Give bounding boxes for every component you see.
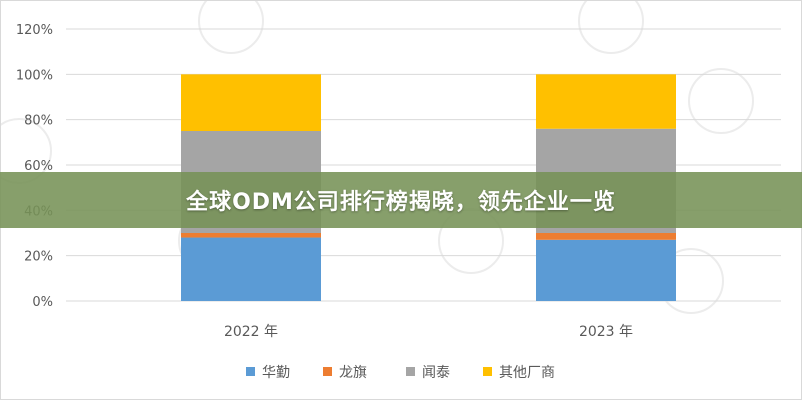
bar-segment-1-category-2: [536, 239, 676, 301]
legend-swatch: [483, 367, 492, 376]
title-banner: 全球ODM公司排行榜揭晓，领先企业一览: [0, 172, 802, 228]
legend: 华勤 龙旗 闻泰 其他厂商: [246, 365, 555, 381]
y-tick-label: 60%: [24, 159, 53, 174]
legend-swatch: [323, 367, 332, 376]
bar-segment-2-category-2: [536, 233, 676, 240]
legend-swatch: [246, 367, 255, 376]
x-category-label: 2022 年: [224, 324, 278, 340]
banner-title: 全球ODM公司排行榜揭晓，领先企业一览: [186, 190, 616, 215]
legend-label: 华勤: [262, 365, 290, 381]
y-tick-label: 80%: [24, 114, 53, 129]
watermark-ring: [578, 1, 644, 54]
legend-label: 其他厂商: [499, 365, 555, 381]
bar-segment-4-category-2: [536, 74, 676, 129]
watermark-ring: [198, 1, 264, 54]
legend-label: 闻泰: [422, 365, 450, 381]
watermark-ring: [688, 68, 754, 134]
y-tick-label: 0%: [32, 295, 53, 310]
y-tick-label: 120%: [16, 23, 53, 38]
y-tick-label: 100%: [16, 68, 53, 83]
x-category-label: 2023 年: [579, 324, 633, 340]
y-tick-label: 20%: [24, 250, 53, 265]
bar-segment-1-category-1: [181, 237, 321, 301]
legend-label: 龙旗: [339, 365, 367, 381]
legend-swatch: [406, 367, 415, 376]
bar-segment-2-category-1: [181, 233, 321, 238]
bar-segment-4-category-1: [181, 74, 321, 131]
